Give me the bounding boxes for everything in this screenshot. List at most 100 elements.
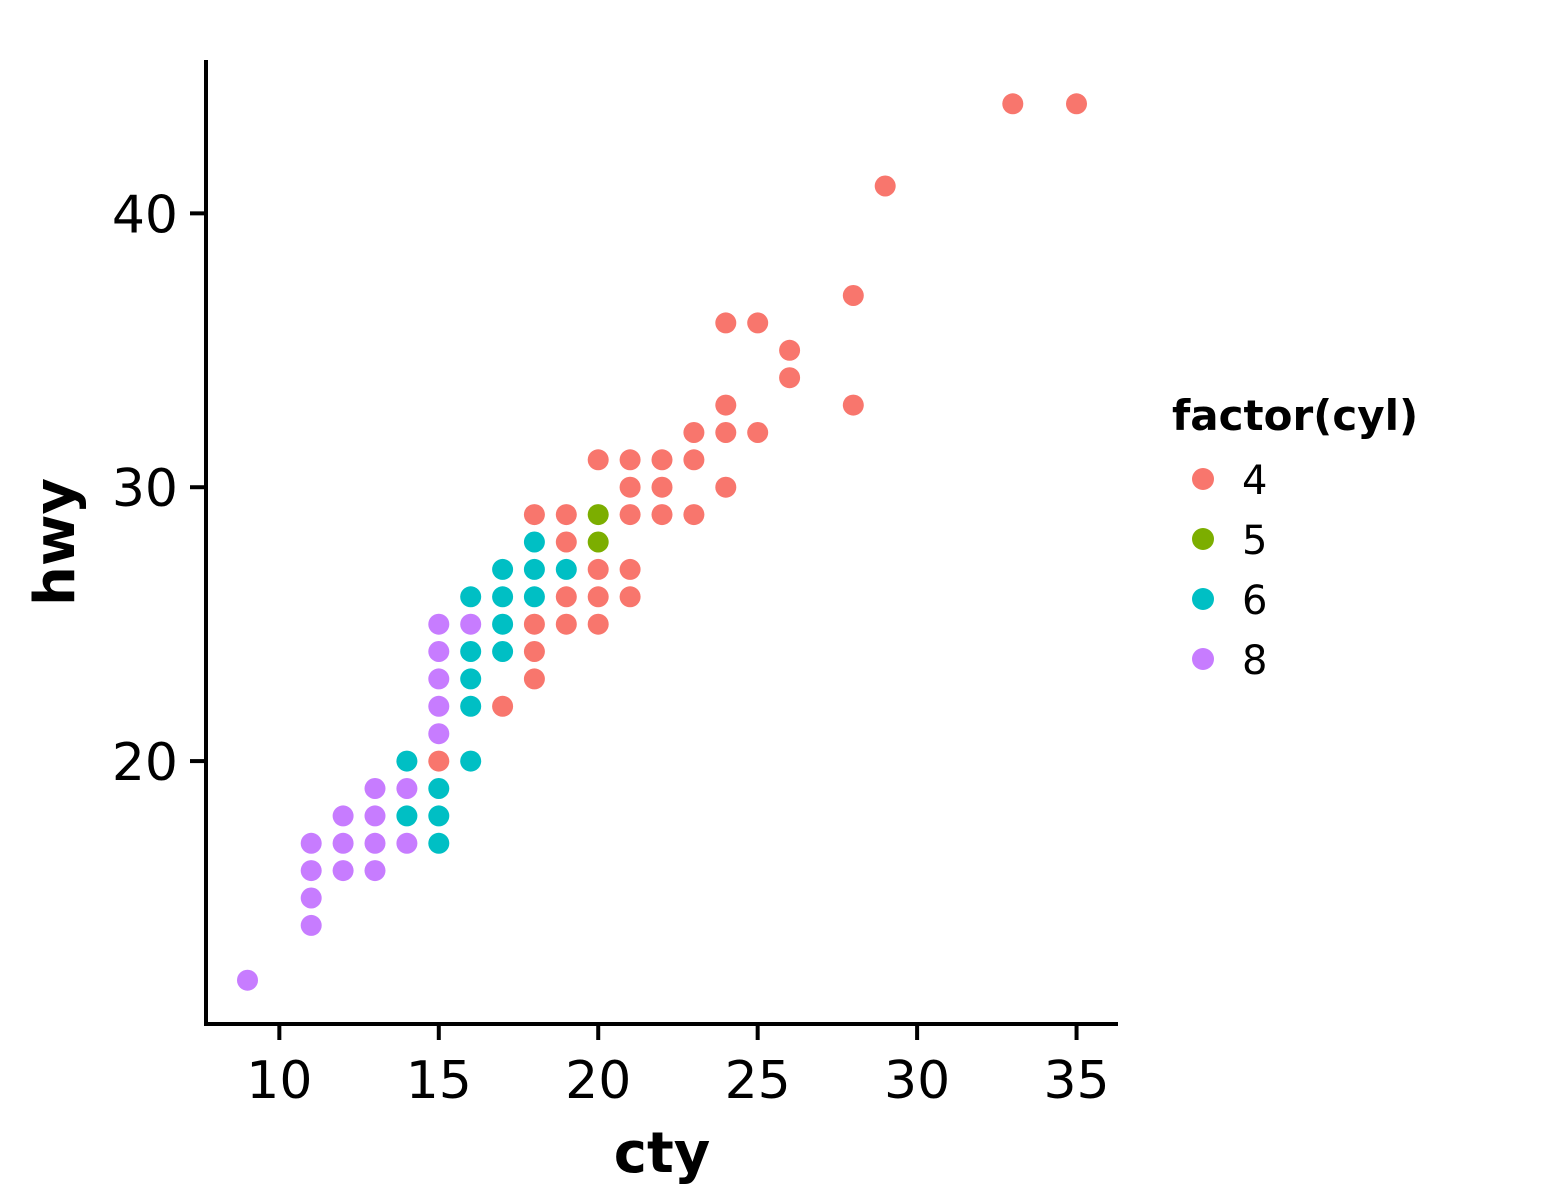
data-point-cyl-8 (460, 613, 482, 635)
data-point-cyl-4 (874, 175, 896, 197)
data-point-cyl-6 (492, 558, 514, 580)
legend: factor(cyl) 4 5 6 8 (1172, 391, 1418, 684)
data-point-cyl-6 (555, 558, 577, 580)
y-axis-title: hwy (23, 478, 88, 606)
data-point-cyl-6 (428, 805, 450, 827)
data-point-cyl-5 (587, 504, 609, 526)
legend-label-cyl-4: 4 (1242, 458, 1267, 504)
data-point-cyl-4 (523, 641, 545, 662)
data-point-cyl-8 (428, 695, 450, 717)
data-point-cyl-6 (523, 558, 545, 580)
data-point-cyl-4 (715, 394, 737, 416)
data-point-cyl-4 (779, 367, 801, 389)
data-point-cyl-4 (715, 476, 737, 498)
data-point-cyl-4 (523, 504, 545, 526)
legend-label-cyl-8: 8 (1242, 638, 1267, 684)
data-point-cyl-4 (842, 285, 864, 306)
data-point-cyl-8 (332, 860, 354, 882)
data-point-cyl-8 (300, 832, 322, 854)
x-axis-title: cty (614, 1121, 710, 1186)
data-point-cyl-6 (460, 668, 482, 690)
data-point-cyl-6 (428, 832, 450, 854)
x-tick-label: 15 (406, 1051, 472, 1111)
data-point-cyl-6 (396, 750, 418, 772)
data-point-cyl-4 (555, 504, 577, 526)
data-point-cyl-4 (587, 558, 609, 580)
data-point-cyl-8 (332, 832, 354, 854)
data-point-cyl-4 (1066, 93, 1087, 115)
data-point-cyl-8 (396, 778, 418, 799)
data-point-cyl-8 (332, 805, 354, 827)
data-point-cyl-4 (683, 422, 705, 443)
data-point-cyl-4 (428, 750, 450, 772)
data-point-cyl-6 (492, 586, 514, 608)
data-point-cyl-8 (396, 832, 418, 854)
data-point-cyl-8 (300, 887, 322, 909)
data-point-cyl-6 (523, 586, 545, 608)
data-point-cyl-4 (715, 312, 737, 334)
data-point-cyl-4 (651, 449, 673, 471)
data-point-cyl-8 (237, 969, 258, 991)
data-point-cyl-4 (587, 449, 609, 471)
data-point-cyl-6 (492, 641, 514, 662)
data-point-cyl-8 (364, 832, 386, 854)
data-point-cyl-8 (364, 778, 386, 799)
data-point-cyl-4 (555, 586, 577, 608)
data-point-cyl-4 (651, 504, 673, 526)
data-point-cyl-4 (779, 339, 801, 361)
data-point-cyl-4 (842, 394, 864, 416)
data-point-cyl-8 (364, 860, 386, 882)
data-point-cyl-4 (683, 449, 705, 471)
x-tick-label: 20 (565, 1051, 631, 1111)
data-point-cyl-6 (428, 778, 450, 799)
data-point-cyl-8 (428, 723, 450, 745)
data-point-cyl-4 (555, 531, 577, 553)
data-point-cyl-4 (619, 558, 641, 580)
y-tick-label: 20 (112, 733, 178, 793)
data-point-cyl-8 (428, 668, 450, 690)
x-tick-label: 10 (246, 1051, 312, 1111)
data-point-cyl-6 (460, 695, 482, 717)
legend-label-cyl-5: 5 (1242, 518, 1267, 564)
legend-swatch-cyl-5 (1192, 528, 1214, 550)
data-point-cyl-8 (300, 914, 322, 936)
data-point-cyl-4 (651, 476, 673, 498)
data-point-cyl-6 (460, 750, 482, 772)
data-point-cyl-4 (619, 504, 641, 526)
data-point-cyl-4 (587, 613, 609, 635)
legend-items: 4 5 6 8 (1192, 458, 1267, 684)
data-point-cyl-4 (619, 449, 641, 471)
data-point-cyl-6 (492, 613, 514, 635)
x-tick-label: 25 (725, 1051, 791, 1111)
legend-swatch-cyl-6 (1192, 588, 1214, 610)
data-point-cyl-6 (460, 586, 482, 608)
x-tick-label: 35 (1043, 1051, 1109, 1111)
data-point-cyl-6 (460, 641, 482, 662)
legend-title: factor(cyl) (1172, 391, 1418, 440)
data-point-cyl-5 (587, 531, 609, 553)
legend-label-cyl-6: 6 (1242, 578, 1267, 624)
data-point-cyl-8 (428, 613, 450, 635)
data-point-cyl-6 (523, 531, 545, 553)
points-layer (237, 93, 1087, 991)
data-point-cyl-4 (523, 613, 545, 635)
data-point-cyl-4 (715, 422, 737, 443)
data-point-cyl-4 (683, 504, 705, 526)
data-point-cyl-4 (619, 476, 641, 498)
x-ticks: 10 15 20 25 30 35 (246, 1024, 1110, 1111)
legend-swatch-cyl-8 (1192, 648, 1214, 670)
legend-swatch-cyl-4 (1192, 468, 1214, 490)
data-point-cyl-8 (300, 860, 322, 882)
data-point-cyl-8 (364, 805, 386, 827)
data-point-cyl-4 (747, 422, 769, 443)
x-tick-label: 30 (884, 1051, 950, 1111)
y-tick-label: 30 (112, 459, 178, 519)
data-point-cyl-4 (619, 586, 641, 608)
data-point-cyl-4 (747, 312, 769, 334)
data-point-cyl-6 (396, 805, 418, 827)
data-point-cyl-4 (555, 613, 577, 635)
data-point-cyl-4 (492, 695, 514, 717)
data-point-cyl-4 (1002, 93, 1024, 115)
y-tick-label: 40 (112, 185, 178, 245)
